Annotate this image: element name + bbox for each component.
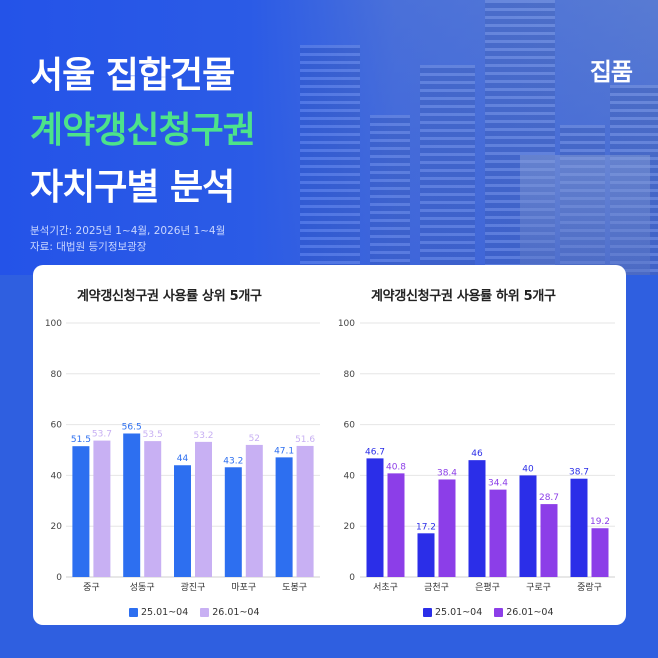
x-tick-label: 은평구	[475, 582, 500, 593]
data-source: 자료: 대법원 등기정보광장	[30, 241, 147, 253]
data-label: 53.5	[143, 430, 163, 440]
legend-swatch	[423, 608, 432, 617]
building-image	[560, 125, 605, 275]
bar	[519, 475, 537, 577]
x-tick-label: 금천구	[424, 582, 449, 593]
hero-banner	[0, 0, 658, 275]
legend-swatch	[494, 608, 504, 617]
data-label: 53.2	[193, 431, 213, 441]
data-label: 34.4	[488, 479, 508, 489]
data-label: 46.7	[365, 447, 385, 457]
data-label: 51.5	[71, 435, 91, 445]
y-tick-label: 60	[51, 421, 63, 431]
x-tick-label: 서초구	[373, 582, 398, 593]
legend-label: 26.01~04	[212, 607, 260, 618]
data-label: 44	[177, 454, 189, 464]
y-tick-label: 20	[344, 522, 356, 532]
y-tick-label: 60	[344, 421, 356, 431]
data-label: 51.6	[295, 435, 315, 445]
bar	[123, 433, 141, 577]
bar	[245, 444, 263, 577]
bar	[275, 457, 293, 577]
y-tick-label: 80	[344, 370, 356, 380]
x-tick-label: 광진구	[181, 581, 206, 593]
x-tick-label: 도봉구	[282, 582, 307, 593]
bar	[72, 446, 90, 577]
y-tick-label: 40	[51, 471, 63, 481]
data-label: 53.7	[92, 430, 112, 440]
y-tick-label: 0	[349, 573, 355, 583]
legend-item: 26.01~04	[200, 607, 260, 618]
data-label: 38.7	[569, 468, 589, 478]
chart-card: 계약갱신청구권 사용률 상위 5개구 계약갱신청구권 사용률 하위 5개구 0 2…	[33, 265, 626, 625]
bar	[489, 489, 507, 577]
x-tick-label: 성동구	[130, 582, 155, 593]
title-line-1: 서울 집합건물	[30, 55, 235, 96]
bar	[366, 458, 384, 577]
legend-label: 25.01~04	[435, 607, 483, 618]
x-tick-label: 구로구	[526, 582, 551, 593]
bar	[417, 533, 435, 577]
building-image	[300, 45, 360, 275]
analysis-period: 분석기간: 2025년 1~4월, 2026년 1~4월	[30, 225, 226, 237]
bar	[540, 504, 558, 577]
bar	[224, 467, 242, 577]
data-label: 47.1	[274, 446, 294, 456]
title-line-2: 계약갱신청구권	[30, 110, 256, 151]
legend-swatch	[129, 608, 138, 617]
data-label: 38.4	[437, 468, 457, 478]
legend-item: 26.01~04	[494, 607, 554, 618]
data-label: 46	[471, 449, 483, 459]
building-image	[610, 85, 658, 275]
legend-item: 25.01~04	[129, 607, 188, 618]
data-label: 52	[249, 434, 260, 444]
building-image	[420, 65, 475, 275]
bar	[174, 465, 191, 577]
data-label: 40	[522, 464, 534, 474]
bar	[93, 440, 111, 577]
bar	[144, 441, 162, 577]
building-image	[370, 115, 410, 275]
bar	[387, 473, 405, 577]
x-tick-label: 중구	[83, 582, 100, 593]
legend-item: 25.01~04	[423, 607, 482, 618]
y-tick-label: 20	[51, 522, 63, 532]
legend-bottom5: 25.01~04 26.01~04	[423, 607, 562, 618]
bar	[468, 460, 486, 577]
brand-logo: 집품	[589, 58, 633, 86]
y-tick-label: 100	[45, 319, 62, 329]
building-image	[520, 155, 650, 275]
bar	[438, 479, 456, 577]
data-label: 28.7	[539, 493, 559, 503]
bar	[195, 441, 212, 577]
bar-charts: 0 20 40 60 80 100 51.553.7 중구 56.553.5 성동구 44 53.2 광…	[45, 319, 615, 593]
bar	[296, 445, 314, 577]
data-label: 56.5	[122, 422, 142, 432]
y-tick-label: 80	[51, 370, 63, 380]
data-label: 43.2	[223, 456, 243, 466]
title-line-3: 자치구별 분석	[30, 167, 235, 208]
bar	[570, 478, 588, 577]
y-tick-label: 0	[56, 573, 62, 583]
bar	[591, 528, 609, 577]
data-label: 19.2	[590, 517, 610, 527]
chart-title-bottom5: 계약갱신청구권 사용률 하위 5개구	[371, 289, 556, 304]
chart-title-top5: 계약갱신청구권 사용률 상위 5개구	[77, 289, 262, 304]
x-tick-label: 중랑구	[577, 581, 602, 593]
building-image	[485, 0, 555, 275]
data-label: 40.8	[386, 462, 406, 472]
y-tick-label: 100	[338, 319, 355, 329]
legend-label: 25.01~04	[141, 607, 189, 618]
data-label: 17.2	[416, 522, 436, 532]
y-tick-label: 40	[344, 471, 356, 481]
x-tick-label: 마포구	[231, 582, 256, 593]
legend-swatch	[200, 608, 210, 617]
legend-label: 26.01~04	[506, 607, 554, 618]
legend-top5: 25.01~04 26.01~04	[129, 607, 268, 618]
